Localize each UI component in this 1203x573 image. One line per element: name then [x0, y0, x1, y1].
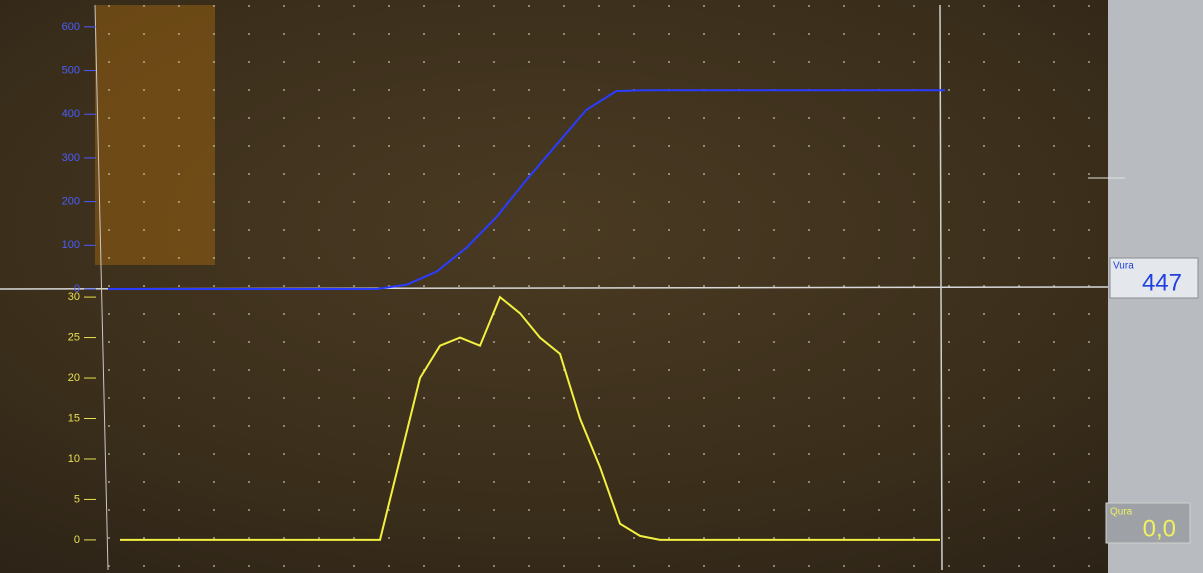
y-tick-label: 500 — [62, 64, 80, 76]
y-tick-label: 200 — [62, 196, 80, 208]
y-tick-label: 300 — [62, 152, 80, 164]
readout-label: Qura — [1110, 507, 1133, 518]
readout-value: 447 — [1142, 269, 1182, 296]
y-tick-label: 30 — [68, 291, 80, 303]
y-tick-label: 10 — [68, 453, 80, 465]
page: Vura 447 Qura 0,0 0100200300400500600051… — [0, 0, 1203, 573]
y-tick-label: 100 — [62, 239, 80, 251]
screen: Vura 447 Qura 0,0 0100200300400500600051… — [0, 0, 1203, 573]
readout: Vura 447 — [1110, 258, 1198, 298]
y-tick-label: 400 — [62, 108, 80, 120]
y-tick-label: 15 — [68, 412, 80, 424]
y-tick-label: 600 — [62, 21, 80, 33]
y-tick-label: 0 — [74, 534, 80, 546]
readout-value: 0,0 — [1143, 515, 1176, 542]
readout-label: Vura — [1113, 261, 1134, 272]
y-tick-label: 25 — [68, 331, 80, 343]
y-tick-label: 20 — [68, 372, 80, 384]
readout: Qura 0,0 — [1106, 503, 1190, 543]
y-tick-label: 5 — [74, 493, 80, 505]
